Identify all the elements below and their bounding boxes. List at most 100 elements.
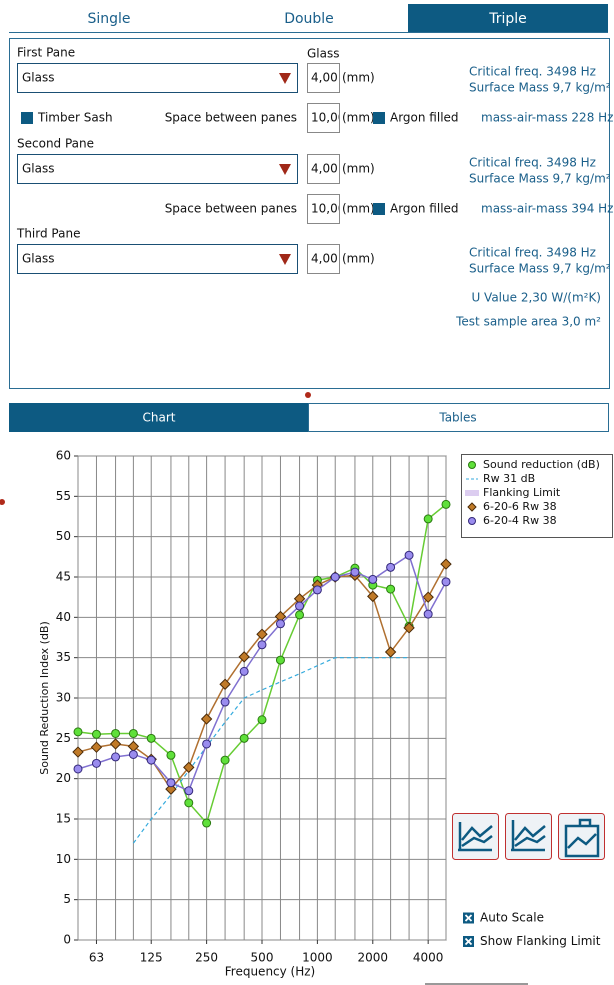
marker xyxy=(295,610,305,620)
marker xyxy=(202,818,212,828)
unit: (mm) xyxy=(342,71,375,85)
surface-mass: Surface Mass 9,7 kg/m² xyxy=(469,81,611,95)
space-input[interactable] xyxy=(307,103,340,133)
column-header: Glass xyxy=(307,47,340,61)
checkbox[interactable] xyxy=(373,112,385,124)
timber-sash: Timber Sash xyxy=(37,111,113,125)
thickness-input[interactable] xyxy=(307,244,340,274)
zoom-button[interactable] xyxy=(505,813,552,860)
chart: 0 5 10 15 20 25 30 35 40 45 50 55 60 63 125 250 500 1000 2… xyxy=(38,449,613,979)
marker xyxy=(183,761,195,774)
checkbox[interactable] xyxy=(373,203,385,215)
y-tick-label: 45 xyxy=(56,570,71,584)
marker xyxy=(109,738,122,750)
surface-mass: Surface Mass 9,7 kg/m² xyxy=(469,172,611,186)
space-input[interactable] xyxy=(307,194,340,224)
unit: (mm) xyxy=(342,202,375,216)
marker xyxy=(72,746,84,758)
splitter-dot[interactable] xyxy=(305,392,311,398)
mass-air-mass: mass-air-mass 394 Hz xyxy=(481,202,613,216)
thickness-input[interactable] xyxy=(307,154,340,184)
argon-label: Argon filled xyxy=(390,111,459,125)
dropdown-arrow xyxy=(279,73,291,84)
legend-box xyxy=(461,454,613,538)
marker xyxy=(403,622,415,634)
checkbox[interactable] xyxy=(21,112,33,124)
pane-label: Second Pane xyxy=(17,137,94,151)
space-label: Space between panes xyxy=(165,111,297,125)
scale-button[interactable] xyxy=(452,813,499,860)
marker xyxy=(368,574,378,584)
check-mark xyxy=(464,914,473,922)
dropdown-arrow xyxy=(279,164,291,175)
x-tick-label: 2000 xyxy=(358,951,389,965)
space-value: 10,00 xyxy=(311,111,345,125)
marker xyxy=(184,786,194,796)
view-tab[interactable]: Chart xyxy=(143,411,176,425)
marker xyxy=(441,499,451,509)
marker xyxy=(91,758,101,768)
mass-air-mass: mass-air-mass 228 Hz xyxy=(481,111,613,125)
x-tick-label: 250 xyxy=(195,951,218,965)
splitter-dot[interactable] xyxy=(0,499,5,505)
legend-swatch xyxy=(468,461,476,469)
x-tick-label: 125 xyxy=(140,951,163,965)
marker xyxy=(220,755,230,765)
marker xyxy=(367,590,379,603)
surface-mass: Surface Mass 9,7 kg/m² xyxy=(469,262,611,276)
y-tick-label: 60 xyxy=(56,449,71,463)
marker xyxy=(423,609,433,619)
marker xyxy=(146,733,156,743)
marker xyxy=(184,798,194,808)
x-tick-label: 500 xyxy=(251,951,274,965)
critical-freq: Critical freq. 3498 Hz xyxy=(469,156,596,170)
x-tick-label: 4000 xyxy=(413,951,444,965)
u-value: U Value 2,30 W/(m²K) xyxy=(471,291,601,305)
marker xyxy=(166,750,176,760)
tab[interactable]: Single xyxy=(87,11,130,27)
dropdown[interactable] xyxy=(17,154,298,184)
marker xyxy=(384,646,397,658)
icon xyxy=(511,820,546,852)
option-label: Show Flanking Limit xyxy=(480,934,601,948)
thickness-value: 4,00 xyxy=(311,71,338,85)
tab[interactable]: Triple xyxy=(488,11,527,27)
y-tick-label: 50 xyxy=(56,529,71,543)
pane-label: Third Pane xyxy=(16,227,80,241)
tab[interactable]: Double xyxy=(284,11,334,27)
marker xyxy=(91,729,101,739)
y-tick-label: 25 xyxy=(56,731,71,745)
series-line xyxy=(132,657,410,844)
legend-label: 6-20-4 Rw 38 xyxy=(483,514,557,527)
option-label: Auto Scale xyxy=(480,911,544,925)
critical-freq: Critical freq. 3498 Hz xyxy=(469,246,596,260)
selected-tab-bg xyxy=(408,4,608,32)
y-tick-label: 55 xyxy=(56,489,71,503)
test-area: Test sample area 3,0 m² xyxy=(455,315,601,329)
marker xyxy=(202,739,212,749)
marker xyxy=(275,655,285,665)
x-tick-label: 1000 xyxy=(302,951,333,965)
argon-label: Argon filled xyxy=(390,202,459,216)
thickness-input[interactable] xyxy=(307,63,340,93)
legend-label: Rw 31 dB xyxy=(483,472,535,485)
dropdown-value: Glass xyxy=(22,71,55,85)
marker xyxy=(350,567,360,577)
view-tab[interactable]: Tables xyxy=(438,411,476,425)
space-label: Space between panes xyxy=(165,202,297,216)
marker xyxy=(386,562,396,572)
marker xyxy=(404,550,414,560)
marker xyxy=(111,752,121,762)
icon xyxy=(564,818,600,858)
dropdown[interactable] xyxy=(17,63,298,93)
dropdown-value: Glass xyxy=(22,162,55,176)
marker xyxy=(200,713,213,725)
unit: (mm) xyxy=(342,162,375,176)
dropdown[interactable] xyxy=(17,244,298,274)
options: Auto Scale Show Flanking Limit xyxy=(463,911,601,948)
thickness-value: 4,00 xyxy=(311,252,338,266)
marker xyxy=(239,666,249,676)
dropdown-arrow xyxy=(279,254,291,265)
check-mark xyxy=(464,937,473,946)
